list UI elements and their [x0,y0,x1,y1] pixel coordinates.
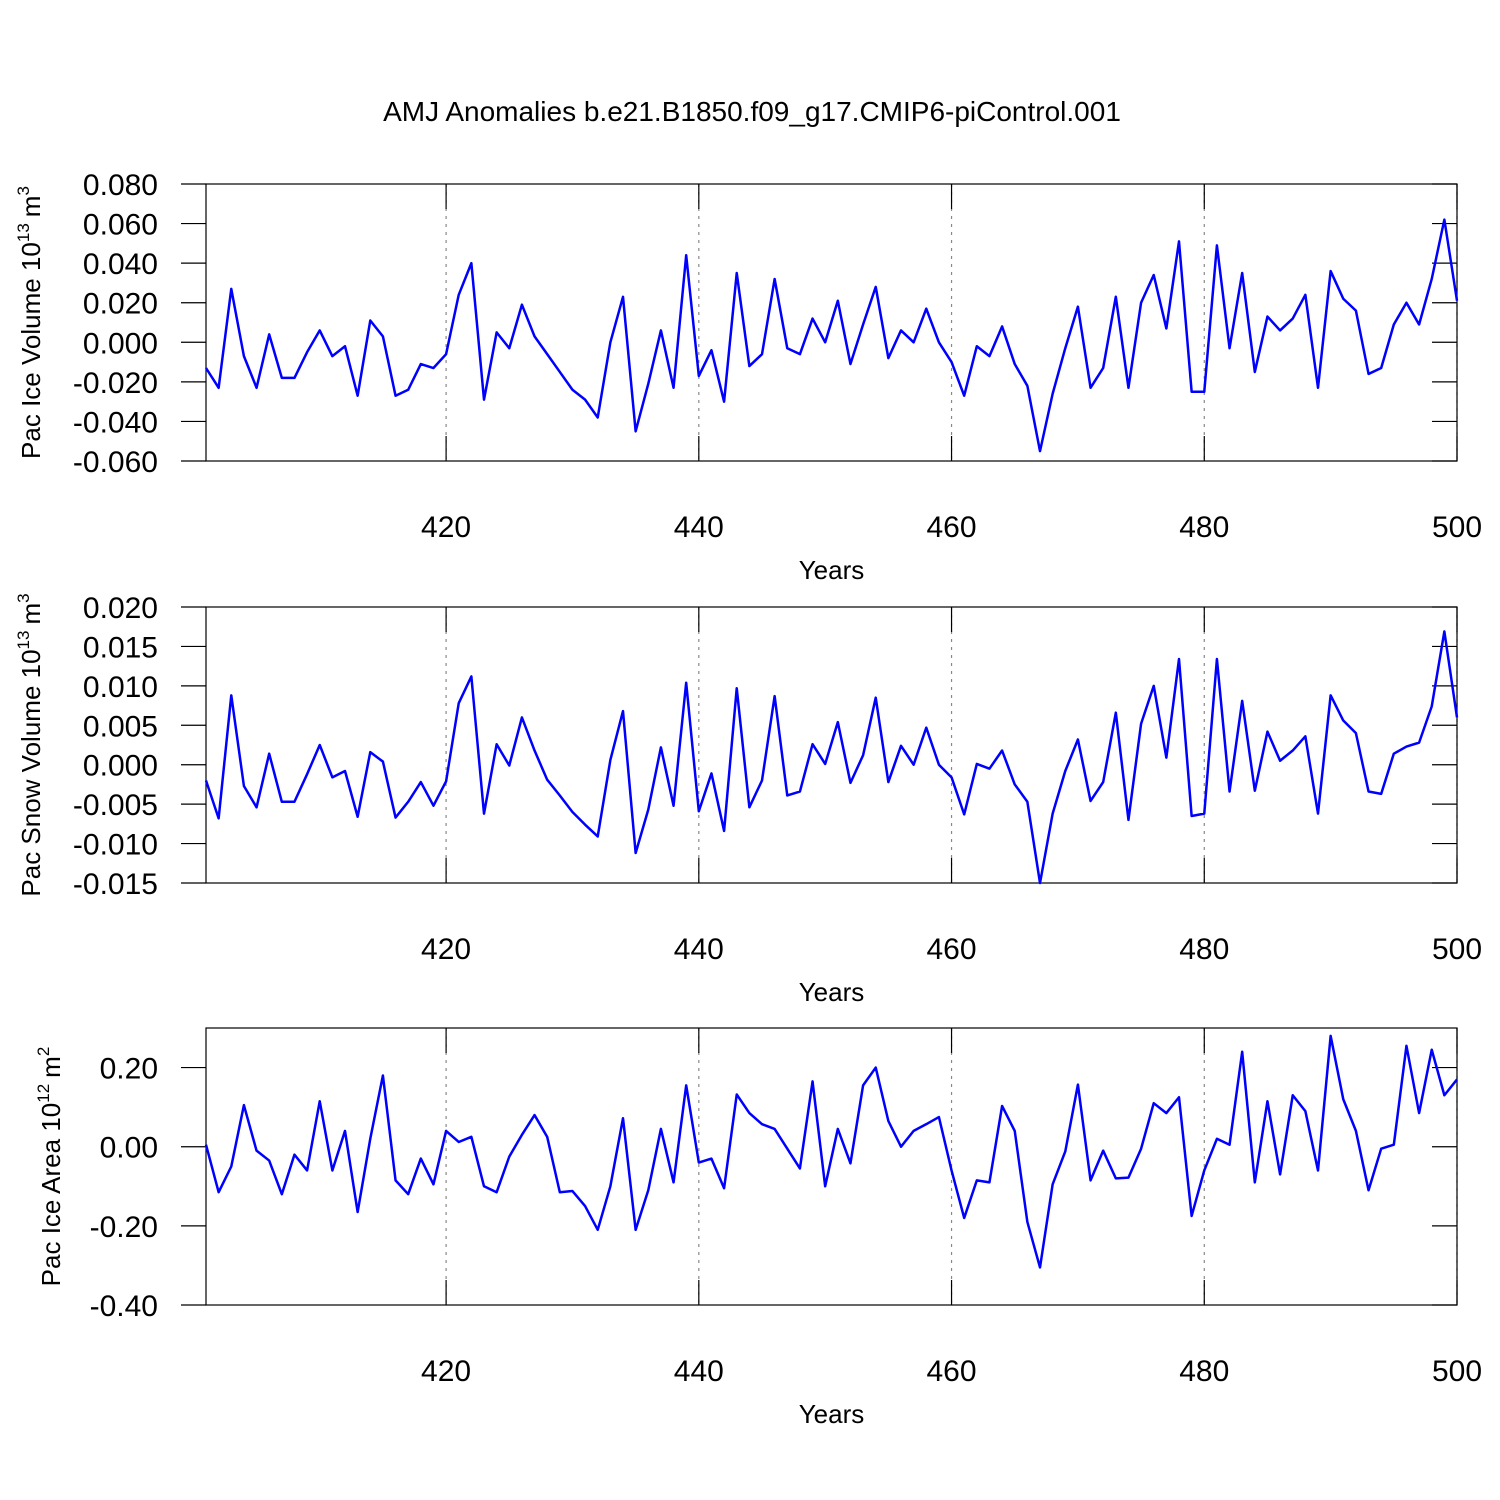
x-tick-label: 480 [1179,511,1229,544]
plot-frame [205,1027,1458,1306]
y-axis-label-text: Pac Ice Volume 10 [16,242,46,459]
y-tick-label: 0.005 [83,710,158,743]
x-axis-label: Years [799,977,865,1007]
x-tick-label: 420 [421,933,471,966]
y-tick-label: -0.005 [73,789,158,822]
y-tick-label: 0.080 [83,169,158,202]
y-axis-label-unit-exponent: 3 [14,593,33,602]
y-axis-label-unit: m [16,196,46,218]
y-tick-label: 0.000 [83,327,158,360]
y-tick-label: 0.020 [83,288,158,321]
y-axis-label-unit-exponent: 3 [14,186,33,195]
chart-title: AMJ Anomalies b.e21.B1850.f09_g17.CMIP6-… [383,96,1121,127]
y-tick-label: -0.060 [73,446,158,479]
y-tick-label: 0.20 [100,1053,158,1086]
y-axis-label-exponent: 13 [14,631,33,650]
plot-frame [205,606,1458,884]
x-tick-label: 500 [1432,1355,1482,1388]
x-tick-label: 440 [674,511,724,544]
y-axis-label-exponent: 13 [14,223,33,242]
y-axis-label-unit: m [16,603,46,625]
y-tick-label: -0.040 [73,406,158,439]
x-axis-label: Years [799,555,865,585]
y-axis-label-unit-exponent: 2 [34,1047,53,1056]
y-axis-label-exponent: 12 [34,1084,53,1103]
y-axis-label-text: Pac Ice Area 10 [36,1103,66,1287]
x-tick-label: 420 [421,1355,471,1388]
y-axis-label: Pac Ice Volume 1013 m3 [14,186,46,459]
x-tick-label: 500 [1432,933,1482,966]
y-axis-label: Pac Ice Area 1012 m2 [34,1047,66,1287]
y-tick-label: 0.010 [83,671,158,704]
y-tick-label: -0.40 [90,1290,158,1323]
x-tick-label: 420 [421,511,471,544]
y-tick-label: 0.040 [83,248,158,281]
x-tick-label: 440 [674,933,724,966]
y-tick-label: -0.020 [73,367,158,400]
x-tick-label: 480 [1179,1355,1229,1388]
x-tick-label: 440 [674,1355,724,1388]
y-axis-label-text: Pac Snow Volume 10 [16,649,46,896]
y-tick-label: 0.060 [83,209,158,242]
y-tick-label: -0.20 [90,1211,158,1244]
plot-frame [205,183,1458,462]
y-tick-label: -0.015 [73,868,158,901]
y-axis-label-unit: m [36,1056,66,1078]
x-tick-label: 500 [1432,511,1482,544]
y-axis-label: Pac Snow Volume 1013 m3 [14,593,46,896]
y-tick-label: 0.015 [83,631,158,664]
data-line [204,218,1459,453]
x-tick-label: 460 [927,933,977,966]
x-tick-label: 460 [927,1355,977,1388]
y-tick-label: -0.010 [73,829,158,862]
y-tick-label: 0.00 [100,1132,158,1165]
data-line [204,1034,1458,1269]
x-axis-label: Years [799,1399,865,1429]
y-tick-label: 0.020 [83,592,158,625]
x-tick-label: 480 [1179,933,1229,966]
data-line [204,630,1459,885]
x-tick-label: 460 [927,511,977,544]
y-tick-label: 0.000 [83,750,158,783]
